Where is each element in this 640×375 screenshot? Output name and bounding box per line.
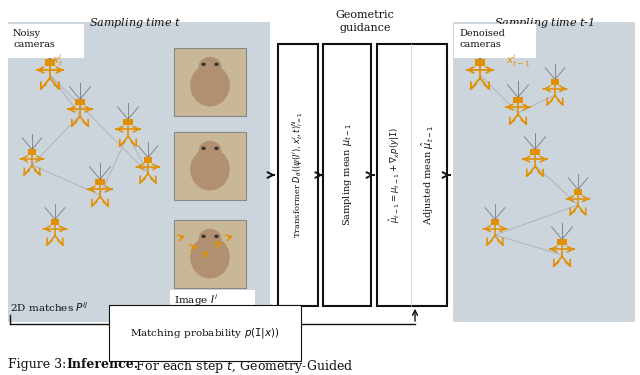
FancyBboxPatch shape bbox=[573, 189, 582, 195]
FancyBboxPatch shape bbox=[550, 79, 559, 85]
Text: 2D matches $P^{ij}$: 2D matches $P^{ij}$ bbox=[10, 300, 89, 314]
Text: $x_t^i$: $x_t^i$ bbox=[52, 52, 63, 69]
Ellipse shape bbox=[214, 147, 219, 150]
Ellipse shape bbox=[198, 229, 221, 249]
Bar bbox=[174, 132, 246, 200]
Text: For each step $t$, Geometry-Guided: For each step $t$, Geometry-Guided bbox=[128, 358, 353, 375]
Bar bbox=[174, 48, 246, 116]
FancyBboxPatch shape bbox=[491, 219, 499, 225]
Text: Noisy
cameras: Noisy cameras bbox=[13, 29, 55, 49]
FancyBboxPatch shape bbox=[513, 97, 522, 103]
FancyBboxPatch shape bbox=[95, 179, 104, 185]
Ellipse shape bbox=[190, 148, 230, 190]
Text: Geometric
guidance: Geometric guidance bbox=[335, 10, 394, 33]
Ellipse shape bbox=[190, 64, 230, 106]
Text: Denoised
cameras: Denoised cameras bbox=[459, 29, 505, 49]
Text: Inference.: Inference. bbox=[66, 358, 138, 371]
Ellipse shape bbox=[214, 235, 219, 238]
FancyBboxPatch shape bbox=[377, 44, 447, 306]
Text: Sampling mean $\mu_{t-1}$: Sampling mean $\mu_{t-1}$ bbox=[340, 123, 353, 226]
Ellipse shape bbox=[202, 63, 205, 66]
FancyBboxPatch shape bbox=[28, 149, 36, 155]
FancyBboxPatch shape bbox=[124, 119, 132, 125]
Text: DINO $\psi(I^i)$: DINO $\psi(I^i)$ bbox=[174, 303, 230, 319]
Bar bbox=[174, 220, 246, 288]
FancyBboxPatch shape bbox=[453, 22, 635, 322]
Text: $x_{t-1}^i$: $x_{t-1}^i$ bbox=[506, 52, 530, 69]
FancyBboxPatch shape bbox=[8, 22, 270, 322]
Ellipse shape bbox=[190, 236, 230, 279]
Text: Figure 3:: Figure 3: bbox=[8, 358, 70, 371]
Text: Sampling time $t$: Sampling time $t$ bbox=[89, 16, 181, 30]
FancyBboxPatch shape bbox=[278, 44, 318, 306]
Text: Transformer $D_\theta((\psi(I^i), x_t^i, t)_{i=1}^N$: Transformer $D_\theta((\psi(I^i), x_t^i,… bbox=[291, 112, 305, 238]
FancyBboxPatch shape bbox=[323, 44, 371, 306]
Text: Matching probability $p(\mathtt{I}|x))$: Matching probability $p(\mathtt{I}|x))$ bbox=[130, 326, 280, 340]
Text: Sampling time $t$-1: Sampling time $t$-1 bbox=[493, 16, 595, 30]
Ellipse shape bbox=[214, 63, 219, 66]
Ellipse shape bbox=[202, 235, 205, 238]
Ellipse shape bbox=[198, 57, 221, 77]
FancyBboxPatch shape bbox=[8, 24, 84, 58]
FancyBboxPatch shape bbox=[51, 219, 60, 225]
FancyBboxPatch shape bbox=[454, 24, 536, 58]
Text: Adjusted mean $\hat{\mu}_{t-1}$: Adjusted mean $\hat{\mu}_{t-1}$ bbox=[420, 125, 436, 225]
Text: $\hat{\mu}_{t-1} = \mu_{t-1} + \nabla_x p(y|\mathtt{I})$: $\hat{\mu}_{t-1} = \mu_{t-1} + \nabla_x … bbox=[387, 127, 402, 223]
FancyBboxPatch shape bbox=[143, 157, 152, 163]
Ellipse shape bbox=[198, 141, 221, 161]
Ellipse shape bbox=[202, 147, 205, 150]
Text: Image $I^i$: Image $I^i$ bbox=[174, 292, 218, 308]
FancyBboxPatch shape bbox=[475, 58, 485, 66]
FancyBboxPatch shape bbox=[531, 149, 540, 155]
FancyBboxPatch shape bbox=[557, 239, 566, 245]
FancyBboxPatch shape bbox=[45, 58, 55, 66]
FancyBboxPatch shape bbox=[76, 99, 84, 105]
FancyBboxPatch shape bbox=[170, 290, 255, 318]
